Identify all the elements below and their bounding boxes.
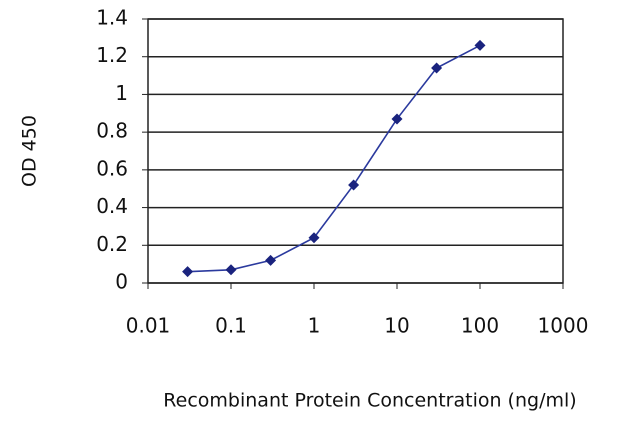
marker [265, 254, 277, 266]
x-tick-label: 0.1 [215, 314, 247, 338]
x-tick-label: 10 [384, 314, 409, 338]
marker [431, 62, 443, 74]
y-tick-label: 0.6 [96, 156, 128, 180]
x-tick-label: 100 [461, 314, 499, 338]
marker [225, 264, 237, 276]
marker [182, 266, 194, 278]
y-tick-label: 0.2 [96, 232, 128, 256]
plot-frame [147, 18, 564, 284]
y-tick-label: 0 [115, 270, 128, 294]
marker [474, 39, 486, 51]
marker [391, 113, 403, 125]
x-tick-label: 0.01 [126, 314, 171, 338]
y-tick-label: 1.2 [96, 43, 128, 67]
y-tick-label: 1.4 [96, 6, 128, 30]
y-tick-label: 0.4 [96, 194, 128, 218]
x-tick-label: 1 [308, 314, 321, 338]
x-axis-label: Recombinant Protein Concentration (ng/ml… [163, 390, 576, 412]
data-line [187, 44, 481, 273]
y-tick-label: 1 [115, 81, 128, 105]
y-axis-label: OD 450 [19, 115, 41, 187]
marker [348, 179, 360, 191]
y-tick-label: 0.8 [96, 119, 128, 143]
x-tick-label: 1000 [538, 314, 589, 338]
marker [308, 232, 320, 244]
